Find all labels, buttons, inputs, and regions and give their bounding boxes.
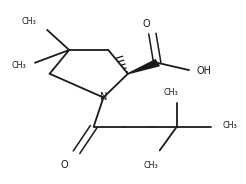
Text: OH: OH bbox=[196, 66, 211, 76]
Text: CH₃: CH₃ bbox=[163, 89, 178, 97]
Text: N: N bbox=[100, 93, 107, 102]
Text: CH₃: CH₃ bbox=[21, 17, 36, 26]
Text: CH₃: CH₃ bbox=[144, 161, 158, 170]
Text: CH₃: CH₃ bbox=[222, 121, 237, 130]
Text: CH₃: CH₃ bbox=[12, 61, 26, 70]
Polygon shape bbox=[128, 60, 159, 74]
Text: O: O bbox=[142, 19, 150, 29]
Text: O: O bbox=[61, 160, 68, 170]
